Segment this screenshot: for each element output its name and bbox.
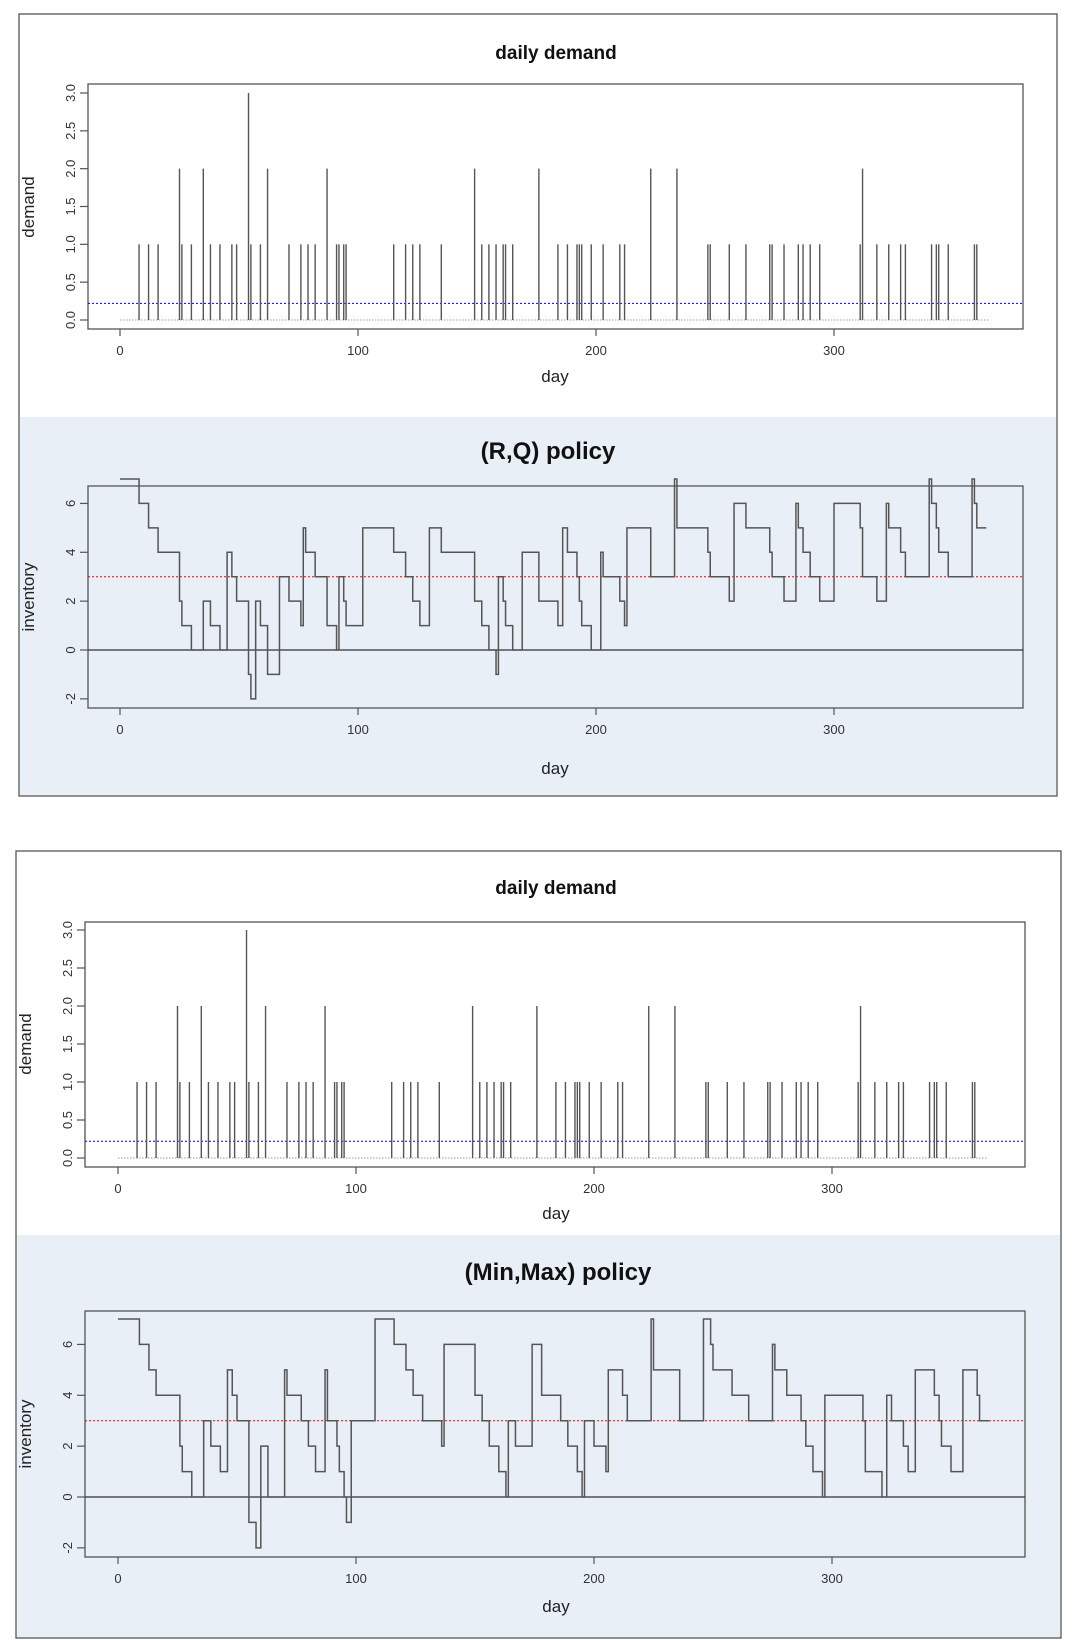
x-tick-label: 0: [116, 343, 123, 358]
x-axis-label: day: [542, 1597, 570, 1616]
inventory-step-line: [118, 1318, 990, 1549]
y-tick-label: 4: [60, 1392, 75, 1399]
y-tick-label: 3.0: [60, 921, 75, 939]
y-tick-label: 1.5: [63, 197, 78, 215]
x-tick-label: 300: [821, 1571, 843, 1586]
y-axis-label: demand: [16, 1013, 35, 1074]
y-tick-label: 1.0: [60, 1073, 75, 1091]
chart-title: daily demand: [495, 878, 616, 899]
x-tick-label: 200: [585, 722, 607, 737]
y-tick-label: 2.0: [63, 160, 78, 178]
plot-area-border: [87, 485, 1024, 709]
x-tick-label: 0: [114, 1571, 121, 1586]
x-tick-label: 0: [114, 1181, 121, 1196]
y-tick-label: -2: [60, 1542, 75, 1554]
y-axis-label: inventory: [16, 1399, 35, 1468]
chart-title: daily demand: [495, 43, 616, 64]
y-axis-label: demand: [19, 176, 38, 237]
plot-area-border: [84, 1310, 1026, 1558]
x-tick-label: 300: [823, 343, 845, 358]
x-tick-label: 200: [585, 343, 607, 358]
y-tick-label: 2: [60, 1443, 75, 1450]
x-tick-label: 100: [347, 343, 369, 358]
y-tick-label: -2: [63, 693, 78, 705]
y-tick-label: 1.0: [63, 235, 78, 253]
x-tick-label: 200: [583, 1181, 605, 1196]
y-tick-label: 0.5: [63, 273, 78, 291]
y-tick-label: 2.5: [63, 122, 78, 140]
chart-title: (Min,Max) policy: [465, 1259, 652, 1286]
x-tick-label: 100: [347, 722, 369, 737]
y-tick-label: 0.0: [60, 1149, 75, 1167]
y-tick-label: 2.0: [60, 997, 75, 1015]
x-tick-label: 300: [823, 722, 845, 737]
x-axis-label: day: [541, 367, 569, 386]
x-axis-label: day: [541, 759, 569, 778]
inventory-step-line: [120, 478, 987, 700]
y-tick-label: 0: [60, 1493, 75, 1500]
x-tick-label: 200: [583, 1571, 605, 1586]
y-tick-label: 0: [63, 646, 78, 653]
y-tick-label: 6: [60, 1341, 75, 1348]
x-tick-label: 0: [116, 722, 123, 737]
y-tick-label: 1.5: [60, 1035, 75, 1053]
y-tick-label: 0.5: [60, 1111, 75, 1129]
y-tick-label: 0.0: [63, 311, 78, 329]
x-tick-label: 100: [345, 1181, 367, 1196]
y-tick-label: 4: [63, 549, 78, 556]
y-tick-label: 3.0: [63, 84, 78, 102]
y-tick-label: 6: [63, 500, 78, 507]
x-tick-label: 300: [821, 1181, 843, 1196]
x-axis-label: day: [542, 1204, 570, 1223]
chart-title: (R,Q) policy: [481, 438, 616, 465]
x-tick-label: 100: [345, 1571, 367, 1586]
y-tick-label: 2.5: [60, 959, 75, 977]
policy-panel-background: [20, 417, 1056, 795]
y-axis-label: inventory: [19, 562, 38, 631]
y-tick-label: 2: [63, 598, 78, 605]
